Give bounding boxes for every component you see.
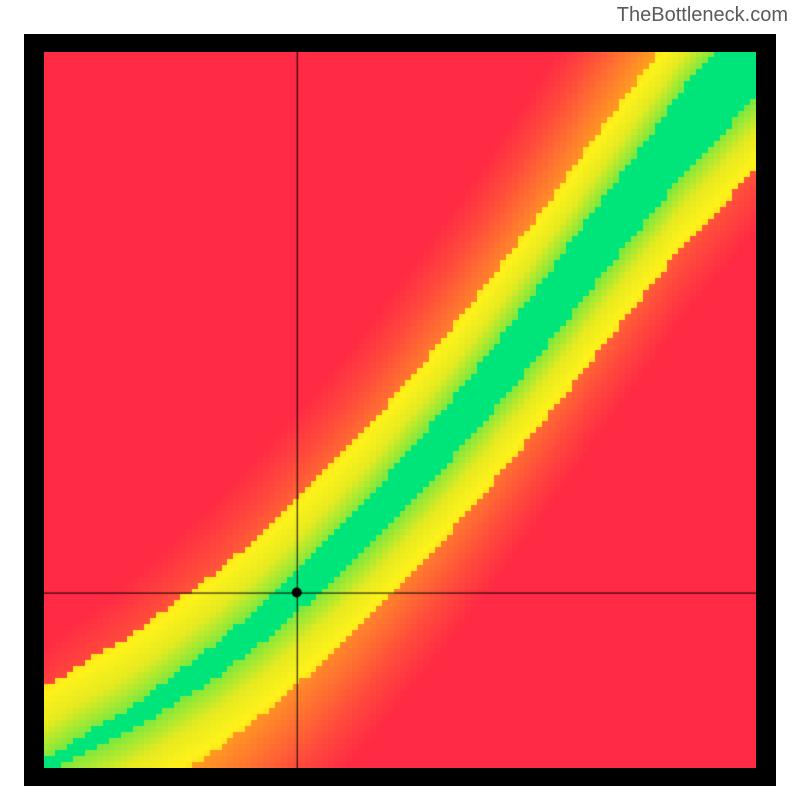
chart-wrapper: TheBottleneck.com — [0, 0, 800, 800]
heatmap-canvas — [44, 52, 756, 768]
chart-frame — [24, 34, 776, 786]
attribution-text: TheBottleneck.com — [617, 4, 788, 27]
